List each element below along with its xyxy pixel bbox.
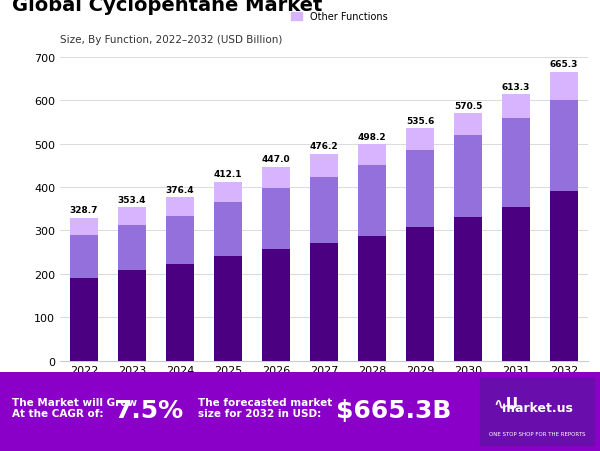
Text: market.us: market.us [502, 401, 572, 414]
Bar [310, 243, 338, 361]
Text: ONE STOP SHOP FOR THE REPORTS: ONE STOP SHOP FOR THE REPORTS [489, 431, 585, 436]
Bar [214, 203, 242, 257]
Text: $665.3B: $665.3B [336, 398, 451, 422]
Text: 613.3: 613.3 [502, 83, 530, 92]
Bar [406, 129, 434, 150]
Bar [502, 207, 530, 361]
Bar [118, 271, 146, 361]
Bar [262, 167, 290, 189]
Text: 412.1: 412.1 [214, 170, 242, 179]
Bar [550, 192, 578, 361]
Text: 353.4: 353.4 [118, 195, 146, 204]
Text: 498.2: 498.2 [358, 133, 386, 142]
Bar [310, 177, 338, 243]
Bar [502, 118, 530, 207]
Bar [214, 257, 242, 361]
Bar [262, 249, 290, 361]
Text: 328.7: 328.7 [70, 206, 98, 215]
Bar [358, 145, 386, 166]
Text: The Market will Grow
At the CAGR of:: The Market will Grow At the CAGR of: [12, 397, 137, 419]
Text: 665.3: 665.3 [550, 60, 578, 69]
Legend: Other Functions: Other Functions [287, 9, 392, 26]
Bar [118, 226, 146, 271]
Bar [310, 155, 338, 177]
Text: 476.2: 476.2 [310, 142, 338, 151]
Text: Global Cyclopentane Market: Global Cyclopentane Market [13, 0, 323, 15]
Bar [406, 227, 434, 361]
Bar [480, 378, 594, 445]
Text: 570.5: 570.5 [454, 101, 482, 110]
Text: 535.6: 535.6 [406, 116, 434, 125]
Bar [358, 236, 386, 361]
Bar [70, 279, 98, 361]
Text: 7.5%: 7.5% [114, 398, 183, 422]
Bar [166, 265, 194, 361]
Text: ∿U: ∿U [493, 396, 518, 411]
Bar [454, 136, 482, 218]
Bar [406, 150, 434, 227]
Bar [550, 73, 578, 101]
Bar [70, 218, 98, 235]
Text: 376.4: 376.4 [166, 185, 194, 194]
Bar [214, 182, 242, 203]
Text: The forecasted market
size for 2032 in USD:: The forecasted market size for 2032 in U… [198, 397, 332, 419]
Bar [550, 101, 578, 192]
Bar [502, 95, 530, 118]
Bar [262, 189, 290, 249]
Bar [166, 216, 194, 265]
Text: Size, By Function, 2022–2032 (USD Billion): Size, By Function, 2022–2032 (USD Billio… [60, 35, 283, 45]
Bar [358, 166, 386, 236]
Bar [118, 208, 146, 226]
Bar [454, 218, 482, 361]
Bar [70, 235, 98, 279]
Bar [166, 198, 194, 216]
Bar [454, 114, 482, 136]
Text: 447.0: 447.0 [262, 155, 290, 164]
